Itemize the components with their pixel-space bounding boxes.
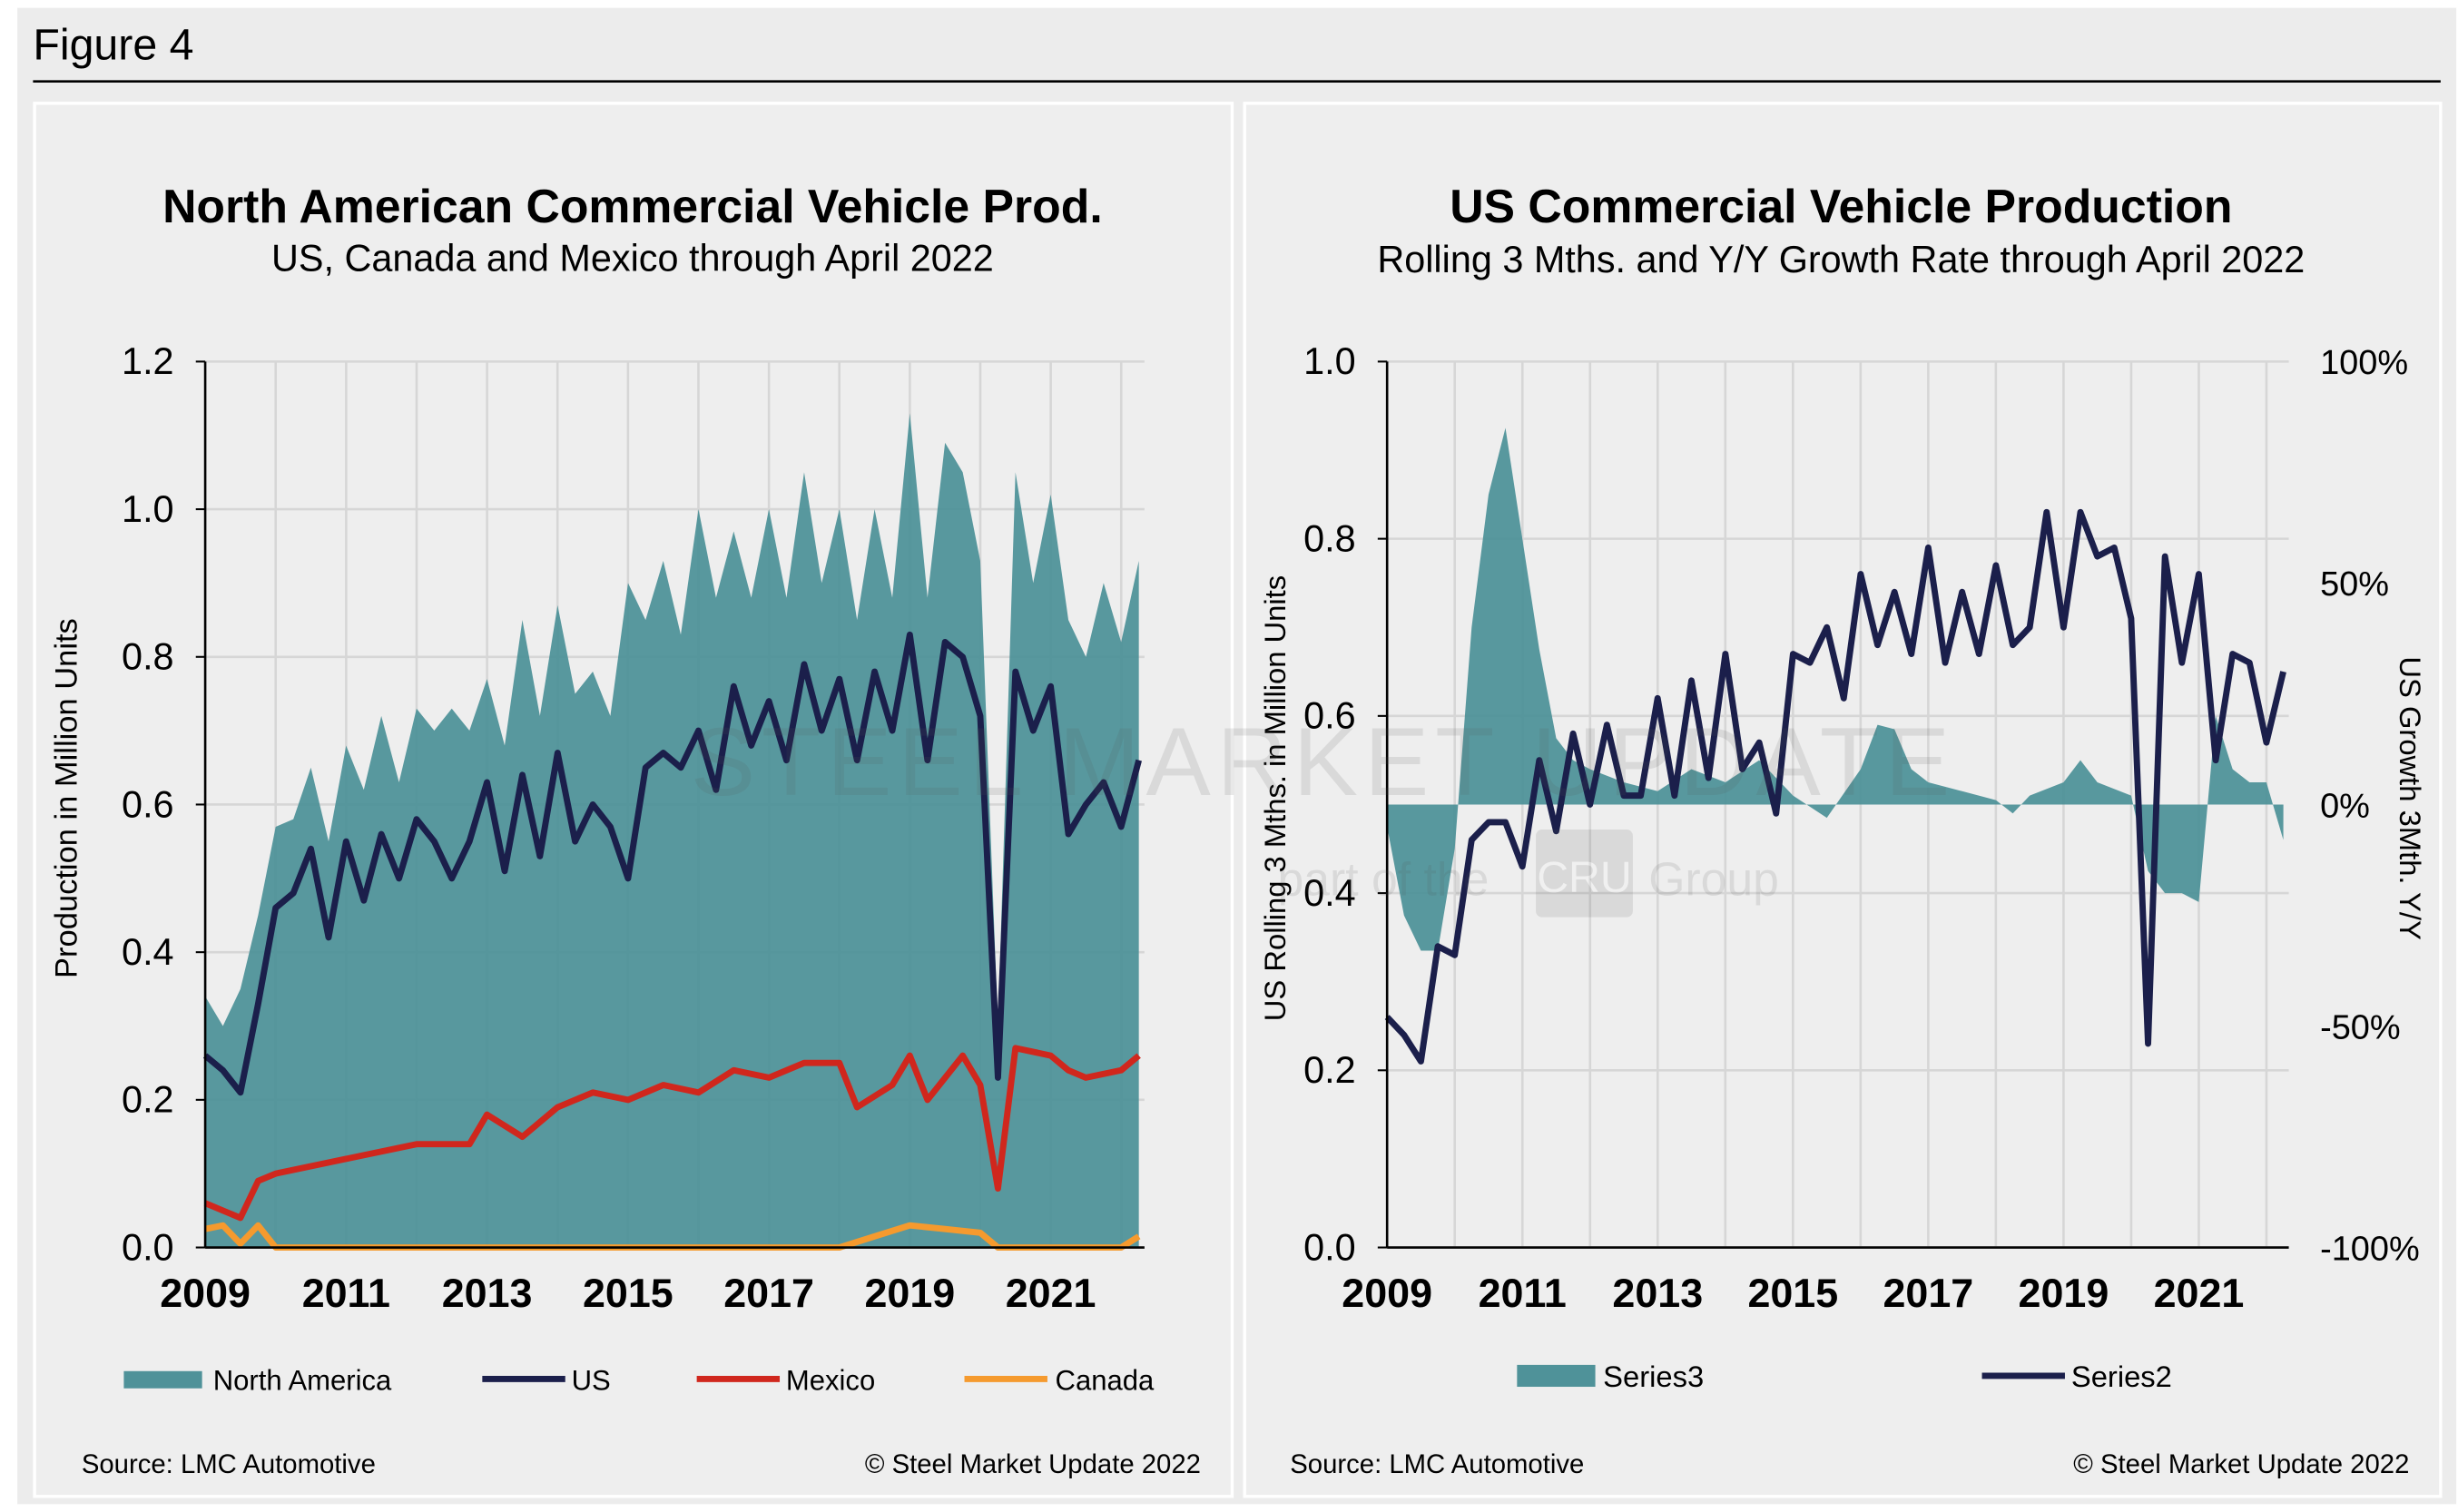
y-tick-label: 0.4 (1303, 872, 1356, 914)
left-chart-subtitle: US, Canada and Mexico through April 2022 (271, 237, 994, 279)
left-y-axis-label: Production in Million Units (50, 618, 84, 978)
legend-label-series3: Series3 (1603, 1360, 1704, 1393)
y-tick-label: 0.0 (122, 1226, 174, 1268)
right-y-axis-label: US Rolling 3 Mths. in Million Units (1258, 575, 1292, 1021)
x-tick-label: 2009 (1342, 1270, 1432, 1316)
x-tick-label: 2021 (2154, 1270, 2245, 1316)
series-us-line (202, 631, 1142, 1096)
legend-swatch-series3 (1517, 1364, 1596, 1388)
y-tick-label: 1.2 (122, 340, 174, 382)
x-tick-label: 2013 (442, 1270, 533, 1316)
svg-text:Group: Group (1648, 852, 1779, 905)
x-tick-label: 2011 (302, 1270, 390, 1316)
right-legend: Series3 Series2 (1517, 1360, 2172, 1393)
x-tick-label: 2015 (1747, 1270, 1838, 1316)
left-copyright: © Steel Market Update 2022 (865, 1449, 1201, 1479)
figure-label: Figure 4 (33, 21, 193, 70)
x-tick-label: 2015 (583, 1270, 673, 1316)
series-series3-area (1387, 427, 2284, 951)
legend-swatch-north-america (123, 1370, 202, 1389)
right-source: Source: LMC Automotive (1290, 1449, 1584, 1479)
y2-tick-label: -50% (2320, 1008, 2401, 1046)
right-copyright: © Steel Market Update 2022 (2073, 1449, 2409, 1479)
y-tick-label: 0.4 (122, 931, 174, 973)
y-tick-label: 0.2 (1303, 1049, 1356, 1091)
y-tick-label: 1.0 (1303, 340, 1356, 382)
y2-tick-label: -100% (2320, 1230, 2420, 1268)
svg-text:part of the: part of the (1277, 852, 1489, 905)
x-tick-label: 2013 (1612, 1270, 1703, 1316)
x-tick-label: 2011 (1479, 1270, 1567, 1316)
y2-tick-label: 50% (2320, 565, 2389, 604)
y-tick-label: 0.6 (1303, 695, 1356, 737)
right-y2-axis-label: US Growth 3Mth. Y/Y (2394, 656, 2427, 940)
y2-tick-label: 0% (2320, 787, 2370, 825)
legend-label-series2: Series2 (2071, 1360, 2172, 1393)
series-series2-line (1384, 508, 2286, 1065)
y-tick-label: 0.0 (1303, 1226, 1356, 1268)
x-tick-label: 2017 (723, 1270, 814, 1316)
y-tick-label: 1.0 (122, 488, 174, 530)
y-tick-label: 0.2 (122, 1079, 174, 1121)
svg-text:CRU: CRU (1537, 853, 1632, 902)
left-source: Source: LMC Automotive (82, 1449, 376, 1479)
right-chart-panel: US Commercial Vehicle Production Rolling… (1243, 102, 2443, 1498)
x-tick-label: 2019 (2019, 1270, 2109, 1316)
legend-label-us: US (572, 1364, 611, 1396)
x-tick-label: 2017 (1883, 1270, 1974, 1316)
watermark-logo: STEEL MARKET UPDATE part of the CRU Grou… (691, 707, 1956, 918)
right-chart-title: US Commercial Vehicle Production (1450, 180, 2232, 232)
left-chart-panel: North American Commercial Vehicle Prod. … (33, 102, 1234, 1498)
right-chart-subtitle: Rolling 3 Mths. and Y/Y Growth Rate thro… (1377, 239, 2305, 280)
svg-text:STEEL MARKET UPDATE: STEEL MARKET UPDATE (691, 707, 1956, 816)
y-tick-label: 0.6 (122, 783, 174, 825)
legend-label-mexico: Mexico (786, 1364, 875, 1396)
x-tick-label: 2019 (865, 1270, 956, 1316)
legend-label-north-america: North America (213, 1364, 392, 1396)
series-mexico-line (203, 1045, 1141, 1222)
legend-label-canada: Canada (1056, 1364, 1155, 1396)
x-tick-label: 2021 (1006, 1270, 1096, 1316)
y-tick-label: 0.8 (122, 636, 174, 678)
y2-tick-label: 100% (2320, 344, 2408, 382)
left-legend: North America US Mexico Canada (123, 1364, 1155, 1396)
y-tick-label: 0.8 (1303, 517, 1356, 559)
x-tick-label: 2009 (160, 1270, 251, 1316)
series-north-america-area (205, 413, 1139, 1248)
left-chart-title: North American Commercial Vehicle Prod. (162, 180, 1103, 232)
